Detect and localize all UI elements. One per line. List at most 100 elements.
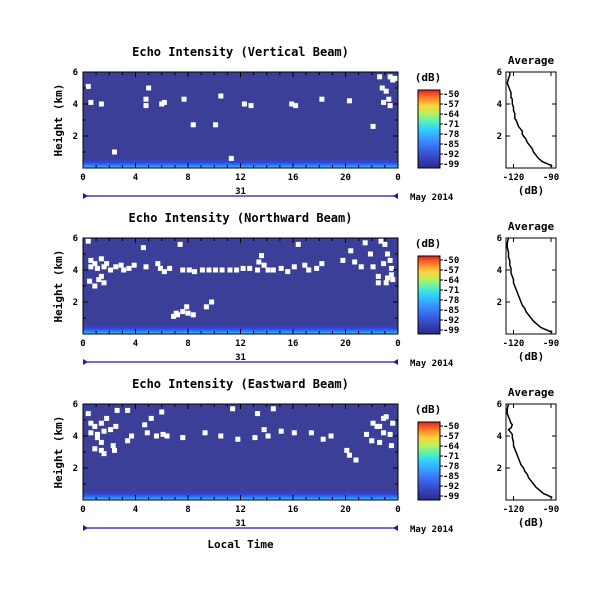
date-month-label: May 2014 [410,525,454,535]
data-gap-cell [362,240,368,246]
data-gap-cell [129,433,135,439]
x-tick-label: 0 [395,339,400,349]
data-gap-cell [381,261,387,267]
data-gap-cell [180,309,186,315]
data-gap-cell [293,103,299,109]
data-gap-cell [180,435,186,441]
avg-y-tick-label: 4 [497,432,503,442]
data-gap-cell [285,269,291,275]
date-bar-end-marker [393,359,398,365]
data-gap-cell [98,420,104,426]
data-gap-cell [259,253,264,259]
data-gap-cell [390,77,396,83]
data-gap-cell [314,265,320,271]
avg-y-tick-label: 2 [497,464,502,474]
avg-y-tick-label: 4 [497,100,503,110]
data-gap-cell [94,265,100,271]
data-gap-cell [160,431,166,437]
data-gap-cell [177,241,183,247]
data-gap-cell [364,431,369,437]
data-gap-cell [213,122,219,128]
data-gap-cell [308,430,314,436]
data-gap-cell [278,428,284,434]
data-gap-cell [387,257,393,263]
data-gap-cell [203,304,209,310]
colorbar-tick-label: -78 [443,130,459,140]
y-tick-label: 6 [73,68,78,78]
colorbar-tick-label: -57 [443,100,459,110]
colorbar-tick-label: -92 [443,150,459,160]
x-tick-label: 16 [288,173,299,183]
data-gap-cell [92,446,98,452]
data-gap-cell [87,278,93,284]
data-gap-cell [388,265,394,271]
colorbar-tick-label: -85 [443,472,459,482]
data-gap-cell [370,264,376,270]
average-profile-line [506,237,553,334]
avg-x-axis-label: (dB) [518,516,545,529]
data-gap-cell [385,275,390,281]
data-gap-cell [270,406,276,412]
x-tick-label: 0 [395,173,400,183]
data-gap-cell [154,433,159,439]
panel-title: Echo Intensity (Northward Beam) [129,211,353,225]
y-axis-label: Height (km) [52,250,65,323]
average-frame [505,71,557,169]
data-gap-cell [352,259,358,265]
avg-y-tick-label: 6 [497,400,502,410]
avg-x-tick-label: -90 [543,339,559,349]
data-gap-cell [173,310,179,316]
colorbar-tick-label: -57 [443,266,459,276]
date-bar-start-marker [83,525,88,531]
data-gap-cell [228,155,234,161]
data-gap-cell [157,265,163,271]
colorbar-tick-label: -57 [443,432,459,442]
data-gap-cell [126,265,132,271]
data-gap-cell [388,272,394,278]
data-gap-cell [144,430,150,436]
colorbar-tick-label: -50 [443,256,459,266]
data-gap-cell [265,267,271,273]
data-gap-cell [104,261,110,267]
colorbar-tick-label: -99 [443,492,459,502]
data-gap-cell [375,280,381,286]
data-gap-cell [113,264,119,270]
y-tick-label: 4 [73,266,79,276]
x-tick-label: 4 [133,173,139,183]
colorbar-tick-label: -71 [443,452,459,462]
data-gap-cell [392,75,398,81]
data-gap-cell [370,420,376,426]
data-gap-cell [240,265,246,271]
data-gap-cell [379,85,385,91]
data-gap-cell [278,265,284,271]
data-gap-cell [387,103,393,109]
x-axis-label: Local Time [207,538,274,551]
data-gap-cell [291,430,297,436]
colorbar-gradient [417,89,441,169]
data-gap-cell [378,238,384,244]
data-gap-cell [270,267,276,273]
data-gap-cell [256,259,262,265]
data-gap-cell [96,277,102,283]
data-gap-cell [202,430,208,436]
data-gap-cell [387,431,393,437]
y-axis-label: Height (km) [52,416,65,489]
colorbar-tick-label: -50 [443,422,459,432]
data-gap-cell [88,99,94,105]
data-gap-cell [319,261,325,267]
data-gap-cell [143,103,149,109]
avg-x-tick-label: -90 [543,505,559,515]
data-gap-cell [161,269,167,275]
data-gap-cell [383,280,389,286]
data-gap-cell [186,267,192,273]
data-gap-cell [348,248,354,254]
data-gap-cell [390,277,396,283]
date-day-label: 31 [235,519,246,529]
x-tick-label: 8 [185,339,190,349]
data-gap-cell [131,262,137,268]
data-gap-cell [367,251,373,257]
data-gap-cell [374,423,380,429]
date-day-label: 31 [235,187,246,197]
data-gap-cell [190,312,196,318]
data-gap-cell [375,273,381,279]
